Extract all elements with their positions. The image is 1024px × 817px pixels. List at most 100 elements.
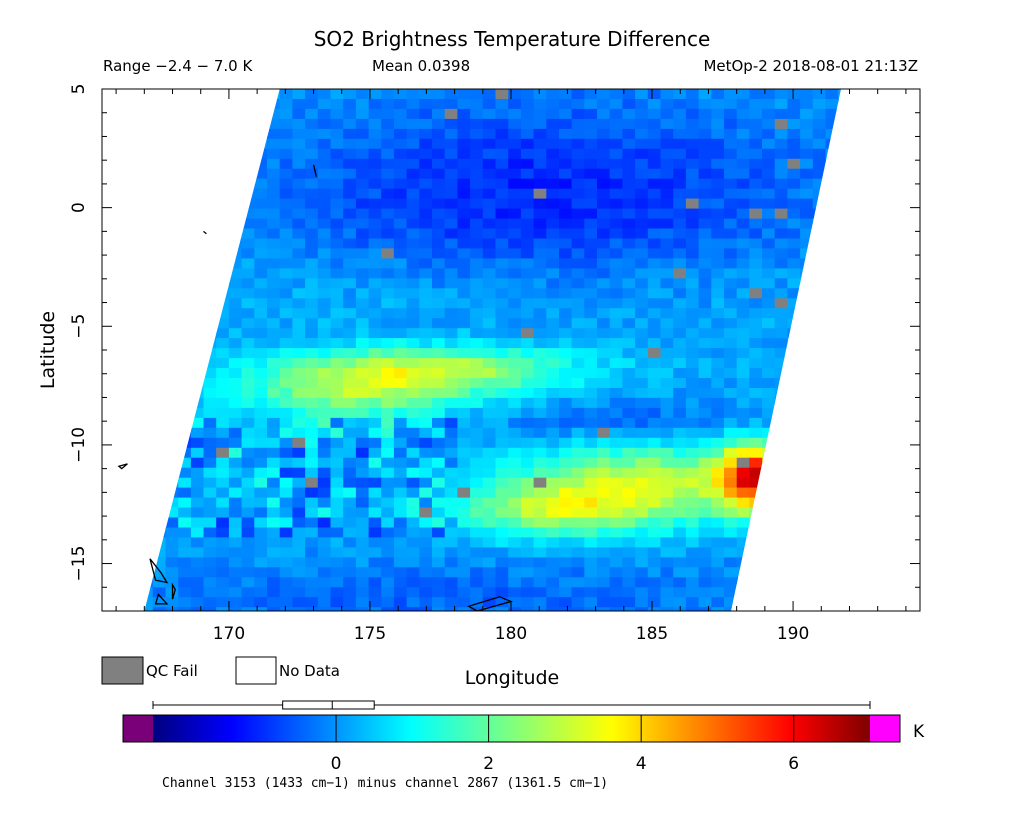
heatmap-cell xyxy=(673,417,687,429)
heatmap-cell xyxy=(546,368,560,379)
heatmap-cell xyxy=(393,368,408,379)
heatmap-cell xyxy=(647,138,662,150)
heatmap-cell xyxy=(330,567,344,578)
heatmap-cell xyxy=(368,208,382,220)
heatmap-cell xyxy=(800,128,814,140)
heatmap-cell xyxy=(762,308,776,319)
heatmap-cell xyxy=(330,537,344,548)
heatmap-cell xyxy=(584,577,598,588)
heatmap-cell xyxy=(762,358,776,369)
heatmap-cell xyxy=(647,258,662,269)
heatmap-cell xyxy=(508,407,522,419)
heatmap-cell xyxy=(622,308,636,319)
heatmap-cell xyxy=(241,457,255,469)
heatmap-cell xyxy=(178,467,192,479)
heatmap-cell xyxy=(432,447,446,459)
heatmap-cell xyxy=(470,547,484,558)
heatmap-cell xyxy=(444,148,458,160)
heatmap-cell xyxy=(508,298,522,309)
heatmap-cell xyxy=(343,497,357,509)
heatmap-cell xyxy=(457,397,471,409)
heatmap-cell xyxy=(622,268,636,279)
heatmap-cell xyxy=(635,158,649,170)
heatmap-cell xyxy=(228,298,243,309)
heatmap-cell xyxy=(381,358,395,369)
heatmap-cell xyxy=(305,99,319,110)
heatmap-cell xyxy=(597,447,611,459)
heatmap-cell xyxy=(724,168,738,180)
heatmap-cell xyxy=(660,397,674,409)
heatmap-cell xyxy=(393,417,408,429)
heatmap-cell xyxy=(812,99,827,110)
heatmap-cell xyxy=(292,517,306,529)
heatmap-cell xyxy=(406,517,420,529)
heatmap-cell xyxy=(749,158,763,170)
heatmap-cell xyxy=(660,228,674,240)
heatmap-cell xyxy=(698,288,712,299)
heatmap-cell xyxy=(774,248,788,259)
heatmap-cell xyxy=(762,218,776,230)
heatmap-cell xyxy=(685,607,700,611)
heatmap-cell xyxy=(673,467,687,479)
heatmap-cell xyxy=(393,477,408,489)
heatmap-cell xyxy=(673,128,687,140)
heatmap-cell xyxy=(482,457,497,469)
heatmap-cell xyxy=(482,278,497,289)
heatmap-cell xyxy=(279,358,293,369)
heatmap-cell xyxy=(495,587,509,598)
heatmap-cell xyxy=(533,437,547,449)
heatmap-cell xyxy=(533,228,547,240)
heatmap-cell xyxy=(279,288,293,299)
heatmap-cell xyxy=(724,467,738,479)
heatmap-cell xyxy=(495,108,509,120)
heatmap-cell xyxy=(533,577,547,588)
heatmap-cell xyxy=(584,208,598,220)
heatmap-cell xyxy=(787,168,801,180)
heatmap-cell xyxy=(508,537,522,548)
heatmap-cell xyxy=(698,517,712,529)
heatmap-cell xyxy=(317,607,332,611)
heatmap-cell xyxy=(216,397,230,409)
heatmap-cell xyxy=(609,108,623,120)
heatmap-cell xyxy=(241,547,255,558)
heatmap-cell xyxy=(432,118,446,130)
heatmap-cell xyxy=(685,228,700,240)
heatmap-cell xyxy=(724,567,738,578)
heatmap-cell xyxy=(635,168,649,180)
heatmap-cell xyxy=(368,198,382,210)
heatmap-cell xyxy=(355,208,370,220)
heatmap-cell xyxy=(457,238,471,250)
heatmap-cell xyxy=(559,487,573,499)
heatmap-cell xyxy=(597,378,611,389)
heatmap-cell xyxy=(698,218,712,230)
heatmap-cell xyxy=(419,397,433,409)
heatmap-cell xyxy=(673,397,687,409)
heatmap-cell xyxy=(292,497,306,509)
heatmap-cell xyxy=(673,108,687,120)
heatmap-cell xyxy=(330,228,344,240)
heatmap-cell xyxy=(482,318,497,329)
heatmap-cell xyxy=(305,487,319,499)
heatmap-cell xyxy=(660,567,674,578)
heatmap-cell xyxy=(787,178,801,190)
heatmap-cell xyxy=(787,288,801,299)
heatmap-cell xyxy=(267,407,281,419)
heatmap-cell xyxy=(520,268,535,279)
heatmap-cell xyxy=(724,487,738,499)
heatmap-cell xyxy=(660,557,674,568)
heatmap-cell xyxy=(762,268,776,279)
heatmap-cell xyxy=(812,118,827,130)
heatmap-cell xyxy=(432,457,446,469)
heatmap-cell xyxy=(419,338,433,349)
heatmap-cell xyxy=(838,89,842,100)
heatmap-cell xyxy=(406,328,420,339)
heatmap-cell xyxy=(406,407,420,419)
heatmap-cell xyxy=(381,348,395,359)
heatmap-cell xyxy=(622,338,636,349)
heatmap-cell xyxy=(622,228,636,240)
heatmap-cell xyxy=(559,238,573,250)
heatmap-cell xyxy=(508,178,522,190)
heatmap-cell xyxy=(254,198,268,210)
heatmap-cell xyxy=(393,358,408,369)
heatmap-cell xyxy=(305,118,319,130)
